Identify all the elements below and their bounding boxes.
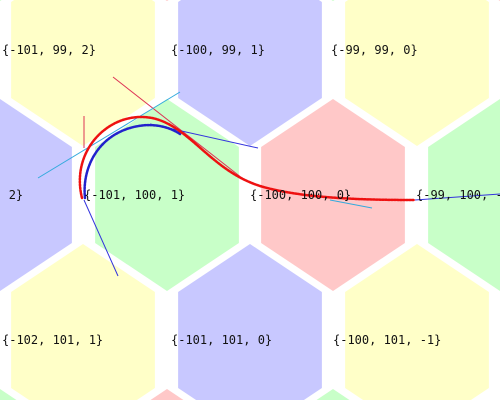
hex-cell-label: {-100, 100, 0} [250, 188, 351, 202]
hex-cell-label: {-99, 100, -1} [416, 188, 500, 202]
hex-cell [316, 389, 350, 400]
hex-cell-label: {-99, 99, 0} [331, 43, 418, 57]
guide-line-cyan [37, 91, 181, 179]
hex-cell [345, 0, 489, 146]
guide-line-blue-lower [83, 199, 119, 277]
red-path-curve [78, 115, 416, 202]
hex-cell-label: {-101, 99, 2} [2, 43, 96, 57]
hex-cell-label: {-102, 101, 1} [2, 333, 103, 347]
guide-line-cyan-short [329, 199, 373, 209]
hex-cell [331, 0, 335, 1]
hex-cell [165, 0, 169, 1]
hex-cell [11, 0, 155, 146]
hex-cell [178, 0, 322, 146]
hex-cell [150, 389, 184, 400]
hex-cell [178, 244, 322, 400]
hex-cell-label: {-100, 101, -1} [333, 333, 441, 347]
hex-cell-label: {-100, 99, 1} [171, 43, 265, 57]
hex-cell-label: {-101, 101, 0} [171, 333, 272, 347]
hex-cell-label: {-102, 100, 2} [0, 188, 23, 202]
blue-path-curve [83, 123, 182, 200]
hex-cell [428, 99, 500, 291]
hex-cell [261, 99, 405, 291]
hex-cell [345, 244, 489, 400]
hex-cell [0, 389, 17, 400]
guide-line-blue-right [414, 193, 500, 201]
hex-cell [11, 244, 155, 400]
hex-cell [0, 99, 72, 291]
hex-cell [0, 0, 2, 1]
hex-cell-label: {-101, 100, 1} [84, 188, 185, 202]
path-curves-layer [37, 76, 500, 277]
guide-line-red [112, 76, 243, 179]
